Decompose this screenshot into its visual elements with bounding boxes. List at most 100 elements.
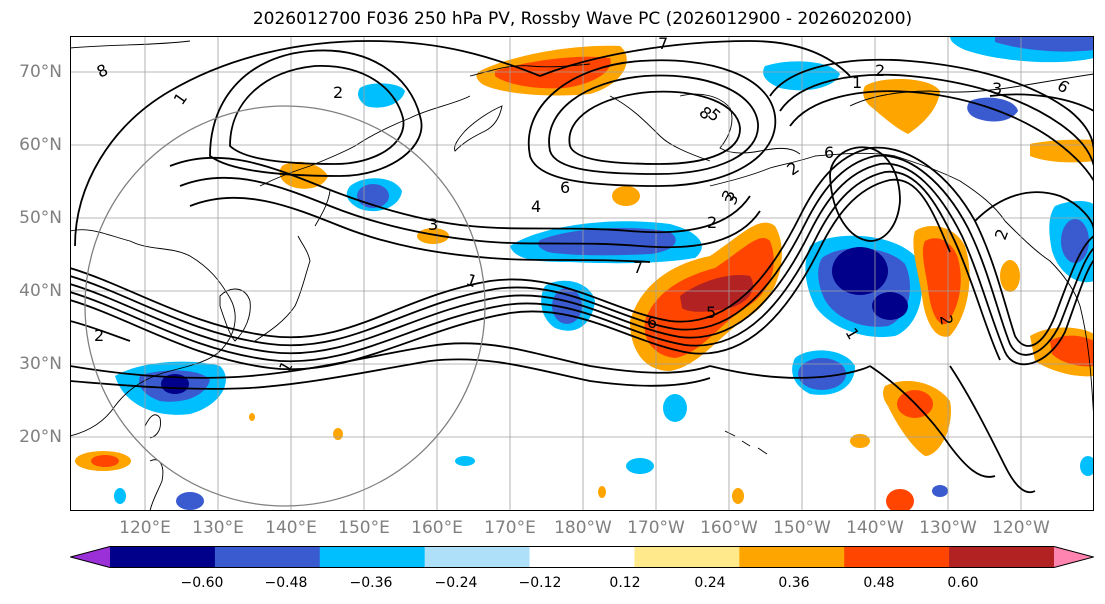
contour-jet-5 [70,178,951,371]
contour-subtrop-east [709,365,871,379]
contour-outer-north [539,40,851,77]
contour-label: 6 [560,178,570,197]
neg-anomaly-bc-core [1061,219,1089,263]
contour-okhotsk-1 [169,156,751,234]
contour-label: 1 [852,73,862,92]
neg-anomaly-central-pacific-core [538,227,676,256]
contour-jet-2 [70,154,1094,356]
lat-label-20: 20°N [19,427,62,447]
neg-anomaly-siberia [358,83,405,108]
neg-anomaly-small-7 [1080,456,1094,476]
lon-label-170e: 170°E [484,518,536,538]
contour-label: 2 [333,83,343,102]
contour-label: 2 [94,326,104,345]
neg-anomaly-small-2 [626,458,654,474]
lon-label-150w: 150°W [773,518,831,538]
lat-label-70: 70°N [19,62,62,82]
contour-bering-loop [527,59,777,187]
coast-korea [219,288,251,342]
colorbar-segment [949,546,1055,568]
coastlines [70,40,1094,511]
neg-anomaly-subtropical-east-core [798,358,846,390]
contour-bering-loop-3 [568,90,741,165]
coast-north-america-west [1004,220,1094,422]
contour-label: 4 [531,197,541,216]
map-svg: 8 1 2 7 3 4 6 5 2 3 7 6 5 1 2 1 6 2 3 2 … [70,36,1094,511]
colorbar-extend-low [70,546,110,568]
colorbar-tick: −0.36 [349,575,393,591]
coast-kamchatka [454,105,503,152]
coast-canada-north [849,73,1094,107]
contour-siberia-loop [209,49,423,177]
contour-alaska-loop-2 [779,73,1094,167]
neg-anomaly-small-1 [663,394,687,422]
lon-label-140e: 140°E [265,518,317,538]
gridlines [70,36,1094,511]
pos-anomaly-okhotsk-east [612,186,640,206]
contour-bering-loop-2 [548,74,759,175]
pos-anomaly-small-south-3 [598,486,606,498]
pos-anomaly-bc-small [1000,260,1020,292]
pos-anomaly-canada-east [1030,139,1094,163]
lon-label-160e: 160°E [411,518,463,538]
contour-alaska-loop-3 [789,90,1094,182]
coast-japan [254,190,331,342]
contour-south-west [70,320,131,342]
range-circle [84,105,486,507]
neg-anomaly-small-3 [455,456,475,466]
pos-anomaly-small-west [249,413,255,421]
pos-anomaly-hokkaido-small [417,228,449,244]
contour-label: 6 [647,313,657,332]
pos-anomaly-hawaii-east [850,434,870,448]
colorbar-tick: −0.60 [180,575,224,591]
pos-anomaly-south-china-sea-core [91,455,119,467]
colorbar [68,546,1096,568]
neg-anomaly-small-6 [114,488,126,504]
lon-label-120w: 120°W [992,518,1050,538]
contour-label: 3 [992,79,1002,98]
colorbar-tick: 0.12 [609,575,641,591]
contour-okhotsk-3 [189,196,651,263]
lon-label-120e: 120°E [119,518,171,538]
contour-label: 3 [428,215,438,234]
lon-label-130w: 130°W [919,518,977,538]
pos-anomaly-alaska-gulf-east-core [922,238,961,325]
pos-anomaly-small-south-1 [886,489,914,511]
map-title: 2026012700 F036 250 hPa PV, Rossby Wave … [252,9,913,29]
contour-east-ridge [974,191,1094,232]
contour-outer-west [74,40,541,247]
colorbar-extend-high [1054,546,1094,568]
colorbar-tick: −0.24 [434,575,478,591]
coast-hawaii [724,430,768,455]
contour-jet-6 [70,342,711,379]
coast-bering [609,95,711,162]
coast-russia-pacific [259,95,471,187]
colorbar-segment [739,546,845,568]
colorbar-segment [424,546,531,568]
contour-gulf-loop [829,146,901,242]
colorbar-segment [110,546,216,568]
colorbar-segment [634,546,740,568]
contour-jet-1 [70,146,1094,347]
colorbar-tick: −0.12 [518,575,562,591]
contour-label: 2 [707,213,717,232]
lon-label-140w: 140°W [846,518,904,538]
lon-label-130e: 130°E [192,518,244,538]
neg-anomaly-arctic-ne-core [995,36,1094,52]
colorbar-tick: 0.60 [947,575,979,591]
colorbar-segment [529,546,635,568]
coast-asia-mainland [70,229,236,437]
neg-anomaly-gulf-of-alaska-core2 [872,292,908,320]
map-panel: 8 1 2 7 3 4 6 5 2 3 7 6 5 1 2 1 6 2 3 2 … [70,36,1094,511]
coast-alaska [679,93,801,155]
lon-label-150e: 150°E [338,518,390,538]
lat-label-60: 60°N [19,135,62,155]
map-border [70,36,1094,511]
colorbar-tick: −0.48 [264,575,308,591]
contour-label: 7 [633,258,643,277]
contour-jet-3 [70,162,1094,366]
lat-label-50: 50°N [19,208,62,228]
pos-anomaly-west-us-core [1050,335,1094,367]
colorbar-outline [68,546,1096,568]
pv-contours [70,40,1094,494]
